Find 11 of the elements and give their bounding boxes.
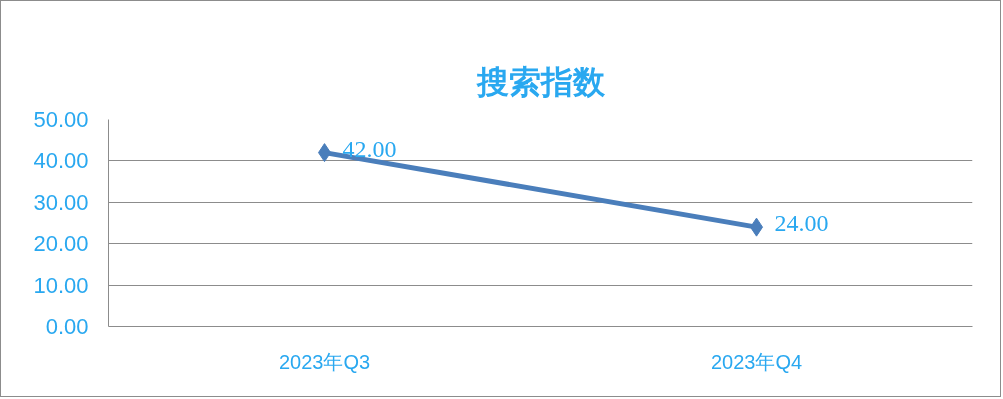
x-tick-label: 2023年Q4 [710, 350, 803, 373]
y-tick-label: 0.00 [45, 314, 89, 339]
data-label: 42.00 [342, 135, 397, 162]
y-tick-label: 20.00 [33, 231, 89, 257]
x-tick-label: 2023年Q3 [278, 350, 371, 373]
y-tick-label: 10.00 [33, 272, 89, 298]
y-tick-label: 40.00 [33, 148, 89, 174]
y-tick-label: 30.00 [33, 189, 89, 215]
data-label: 24.00 [774, 210, 829, 237]
chart-title: 搜索指数 [475, 63, 606, 100]
y-tick-label: 50.00 [33, 107, 89, 132]
